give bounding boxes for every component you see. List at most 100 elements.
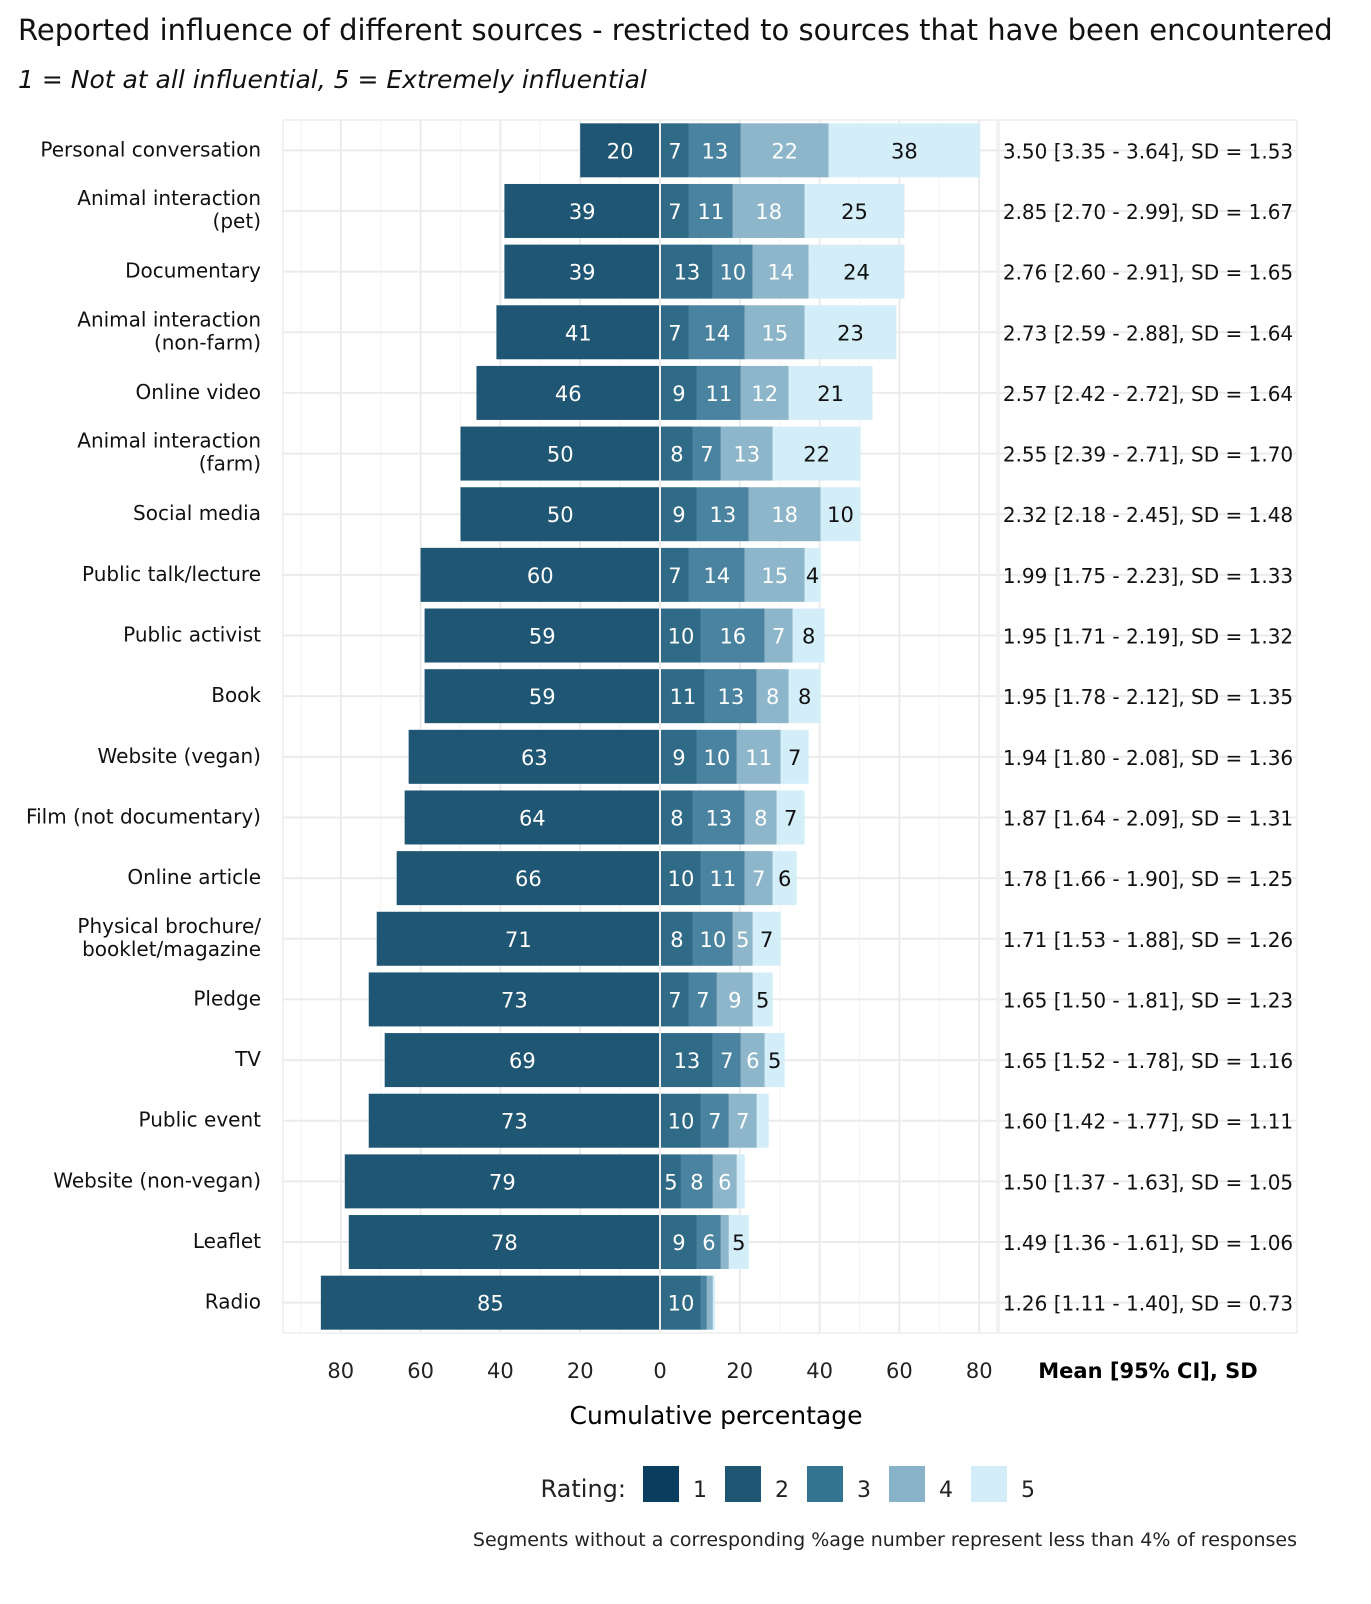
stats-value: 1.65 [1.52 - 1.78], SD = 1.16: [1003, 1049, 1293, 1073]
bar-label: 79: [489, 1170, 516, 1194]
stats-header: Mean [95% CI], SD: [1038, 1359, 1257, 1383]
bar-label: 5: [756, 988, 769, 1012]
bar-label: 6: [702, 1231, 715, 1255]
bar-segment-rating-4: [720, 1215, 729, 1270]
bar-segment-rating-3: [680, 1154, 713, 1209]
bar-segment-rating-4: [732, 911, 753, 966]
bar-label: 10: [703, 746, 730, 770]
category-label: Social media: [133, 501, 261, 525]
bar-segment-rating-2: [661, 547, 689, 602]
bar-segment-rating-5: [776, 790, 805, 845]
category-label: Online article: [127, 865, 261, 889]
stats-value: 1.99 [1.75 - 2.23], SD = 1.33: [1003, 564, 1293, 588]
legend-label: 2: [775, 1478, 789, 1503]
bar-label: 11: [745, 746, 772, 770]
bar-label: 5: [732, 1231, 745, 1255]
bar-label: 5: [736, 928, 749, 952]
bar-label: 11: [670, 685, 697, 709]
bar-segment-rating-2: [661, 972, 689, 1027]
bar-segment-rating-5: [808, 244, 905, 299]
bar-segment-rating-4: [740, 365, 789, 420]
category-label: Leaflet: [193, 1229, 261, 1253]
legend-label: 5: [1021, 1478, 1035, 1503]
category-label: Personal conversation: [40, 137, 261, 161]
category-label: Animal interaction: [77, 429, 261, 453]
bar-segment-rating-5: [788, 669, 821, 724]
bar-label: 71: [505, 928, 532, 952]
bar-segment-rating-2: [661, 790, 693, 845]
bar-label: 10: [668, 625, 695, 649]
bar-segment-rating-4: [740, 1033, 765, 1088]
bar-segment-rating-2: [661, 1093, 701, 1148]
legend-swatch-4: [889, 1466, 925, 1502]
stats-value: 2.32 [2.18 - 2.45], SD = 1.48: [1003, 503, 1293, 527]
bar-segment-rating-3: [696, 487, 749, 542]
bar-label: 9: [728, 988, 741, 1012]
bar-label: 15: [761, 564, 788, 588]
stats-value: 1.95 [1.71 - 2.19], SD = 1.32: [1003, 625, 1293, 649]
x-tick-label: 20: [726, 1359, 753, 1383]
bar-segment-rating-4: [752, 244, 809, 299]
bar-label: 7: [668, 200, 681, 224]
x-tick-label: 40: [806, 1359, 833, 1383]
x-tick-label: 0: [653, 1359, 666, 1383]
bar-label: 10: [827, 503, 854, 527]
stats-value: 1.49 [1.36 - 1.61], SD = 1.06: [1003, 1231, 1293, 1255]
x-tick-label: 60: [886, 1359, 913, 1383]
category-label: Radio: [205, 1290, 261, 1314]
bar-label: 6: [746, 1049, 759, 1073]
bar-segment-rating-4: [764, 608, 793, 663]
legend-swatch-2: [725, 1466, 761, 1502]
bar-label: 15: [761, 321, 788, 345]
bar-segment-rating-2: [661, 426, 693, 481]
x-tick-label: 20: [567, 1359, 594, 1383]
stats-value: 1.71 [1.53 - 1.88], SD = 1.26: [1003, 928, 1293, 952]
bar-label: 63: [521, 746, 548, 770]
bar-label: 13: [717, 685, 744, 709]
bar-label: 13: [701, 139, 728, 163]
bar-label: 7: [720, 1049, 733, 1073]
bar-segment-rating-1: [460, 487, 659, 542]
bar-segment-rating-3: [688, 183, 733, 238]
bar-segment-rating-2: [661, 183, 689, 238]
bar-label: 8: [802, 625, 815, 649]
grid: [282, 119, 1298, 1334]
bar-label: 7: [668, 139, 681, 163]
stats-value: 1.65 [1.50 - 1.81], SD = 1.23: [1003, 988, 1293, 1012]
bar-segment-rating-3: [688, 547, 745, 602]
bar-segment-rating-3: [688, 305, 745, 360]
legend-swatch-1: [643, 1466, 679, 1502]
bar-label: 7: [668, 988, 681, 1012]
stats-value: 1.95 [1.78 - 2.12], SD = 1.35: [1003, 685, 1293, 709]
bar-segment-rating-5: [804, 183, 905, 238]
bar-segment-rating-2: [661, 1033, 713, 1088]
bar-segment-rating-3: [696, 365, 741, 420]
stats-value: 1.78 [1.66 - 1.90], SD = 1.25: [1003, 867, 1293, 891]
bar-segment-rating-1: [476, 365, 659, 420]
x-tick-label: 60: [407, 1359, 434, 1383]
bar-label: 7: [708, 1110, 721, 1134]
bar-label: 10: [668, 1292, 695, 1316]
bar-segment-rating-4: [732, 183, 805, 238]
bar-segment-rating-2: [661, 911, 693, 966]
stats-value: 3.50 [3.35 - 3.64], SD = 1.53: [1003, 139, 1293, 163]
bar-label: 7: [752, 867, 765, 891]
bar-label: 18: [755, 200, 782, 224]
stats-value: 2.73 [2.59 - 2.88], SD = 1.64: [1003, 321, 1293, 345]
bar-segment-rating-2: [661, 1275, 701, 1330]
stats-value: 2.55 [2.39 - 2.71], SD = 1.70: [1003, 443, 1293, 467]
bar-label: 39: [569, 261, 596, 285]
bar-label: 10: [668, 1110, 695, 1134]
bar-label: 9: [672, 382, 685, 406]
x-tick-label: 80: [966, 1359, 993, 1383]
category-label: Public event: [138, 1108, 261, 1132]
bar-label: 5: [768, 1049, 781, 1073]
bar-label: 8: [690, 1170, 703, 1194]
bar-segment-rating-3: [696, 1215, 721, 1270]
bar-label: 10: [719, 261, 746, 285]
bar-label: 7: [784, 806, 797, 830]
stats-panel: 3.50 [3.35 - 3.64], SD = 1.53 2.85 [2.70 …: [1003, 139, 1293, 1315]
bar-segment-rating-4: [736, 729, 781, 784]
bar-label: 85: [477, 1292, 504, 1316]
